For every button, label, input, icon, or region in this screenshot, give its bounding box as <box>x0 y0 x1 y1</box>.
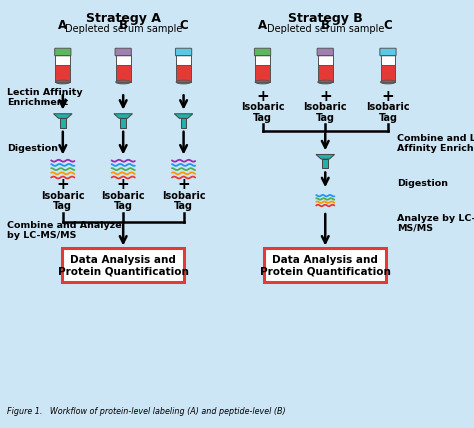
Text: Tag: Tag <box>253 113 272 122</box>
Ellipse shape <box>176 80 191 84</box>
FancyBboxPatch shape <box>60 119 65 128</box>
Text: +: + <box>117 177 129 192</box>
Text: Combine and Lectin
Affinity Enrichment: Combine and Lectin Affinity Enrichment <box>397 134 474 153</box>
Polygon shape <box>174 114 193 119</box>
Text: Strategy A: Strategy A <box>86 12 161 25</box>
Text: Isobaric: Isobaric <box>241 102 284 112</box>
FancyBboxPatch shape <box>264 248 386 282</box>
Text: Data Analysis and: Data Analysis and <box>70 255 176 265</box>
FancyBboxPatch shape <box>322 159 328 168</box>
FancyBboxPatch shape <box>115 48 131 56</box>
Ellipse shape <box>255 80 270 84</box>
Text: Combine and Analyze
by LC-MS/MS: Combine and Analyze by LC-MS/MS <box>7 221 122 241</box>
Text: Strategy B: Strategy B <box>288 12 363 25</box>
Text: Isobaric: Isobaric <box>41 190 85 201</box>
FancyBboxPatch shape <box>116 55 131 65</box>
FancyBboxPatch shape <box>318 65 333 82</box>
FancyBboxPatch shape <box>55 55 70 65</box>
Text: Data Analysis and: Data Analysis and <box>273 255 378 265</box>
Text: +: + <box>256 89 269 104</box>
Ellipse shape <box>116 80 131 84</box>
FancyBboxPatch shape <box>380 48 396 56</box>
Text: Tag: Tag <box>316 113 335 122</box>
Text: Tag: Tag <box>174 201 193 211</box>
FancyBboxPatch shape <box>176 65 191 82</box>
Text: Tag: Tag <box>114 201 133 211</box>
Text: +: + <box>382 89 394 104</box>
Text: Depleted serum sample: Depleted serum sample <box>64 24 182 34</box>
Polygon shape <box>54 114 72 119</box>
FancyBboxPatch shape <box>255 55 270 65</box>
FancyBboxPatch shape <box>116 65 131 82</box>
Ellipse shape <box>318 80 333 84</box>
Text: Isobaric: Isobaric <box>366 102 410 112</box>
FancyBboxPatch shape <box>381 55 395 65</box>
FancyBboxPatch shape <box>55 65 70 82</box>
FancyBboxPatch shape <box>55 48 71 56</box>
Text: C: C <box>383 18 392 32</box>
Polygon shape <box>316 155 335 159</box>
Text: +: + <box>177 177 190 192</box>
FancyBboxPatch shape <box>381 65 395 82</box>
FancyBboxPatch shape <box>255 65 270 82</box>
FancyBboxPatch shape <box>181 119 186 128</box>
Text: +: + <box>319 89 332 104</box>
FancyBboxPatch shape <box>318 55 333 65</box>
FancyBboxPatch shape <box>175 48 191 56</box>
Text: B: B <box>118 18 128 32</box>
Text: Figure 1.   Workflow of protein-level labeling (A) and peptide-level (B): Figure 1. Workflow of protein-level labe… <box>7 407 286 416</box>
FancyBboxPatch shape <box>120 119 126 128</box>
Text: Protein Quantification: Protein Quantification <box>58 266 189 276</box>
Text: Lectin Affinity
Enrichment: Lectin Affinity Enrichment <box>7 88 82 107</box>
Text: Depleted serum sample: Depleted serum sample <box>266 24 384 34</box>
Text: Isobaric: Isobaric <box>303 102 347 112</box>
Polygon shape <box>114 114 132 119</box>
Text: C: C <box>179 18 188 32</box>
Text: Tag: Tag <box>378 113 398 122</box>
Text: A: A <box>258 18 267 32</box>
FancyBboxPatch shape <box>176 55 191 65</box>
Text: A: A <box>58 18 67 32</box>
Text: Analyze by LC-
MS/MS: Analyze by LC- MS/MS <box>397 214 474 233</box>
FancyBboxPatch shape <box>255 48 271 56</box>
Text: Tag: Tag <box>53 201 73 211</box>
Text: Digestion: Digestion <box>7 145 58 154</box>
Ellipse shape <box>381 80 395 84</box>
Text: Isobaric: Isobaric <box>162 190 205 201</box>
Text: B: B <box>321 18 330 32</box>
Text: Protein Quantification: Protein Quantification <box>260 266 391 276</box>
Text: Digestion: Digestion <box>397 179 448 188</box>
FancyBboxPatch shape <box>62 248 184 282</box>
Text: +: + <box>56 177 69 192</box>
FancyBboxPatch shape <box>317 48 333 56</box>
Text: Isobaric: Isobaric <box>101 190 145 201</box>
Ellipse shape <box>55 80 70 84</box>
